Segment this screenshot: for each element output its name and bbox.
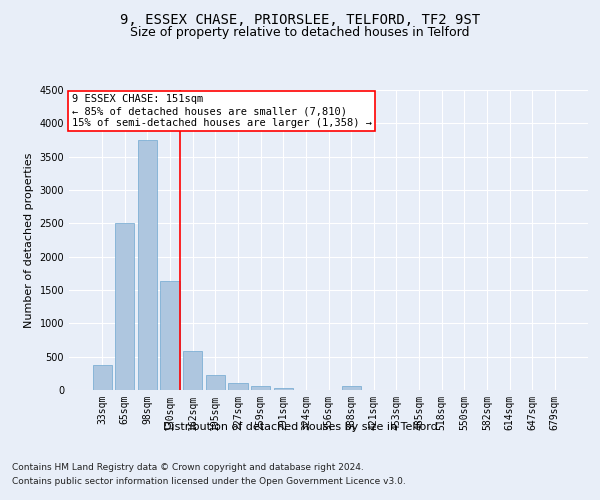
Bar bbox=[138, 140, 157, 390]
Bar bbox=[115, 224, 134, 390]
Text: 9 ESSEX CHASE: 151sqm
← 85% of detached houses are smaller (7,810)
15% of semi-d: 9 ESSEX CHASE: 151sqm ← 85% of detached … bbox=[71, 94, 371, 128]
Bar bbox=[229, 383, 248, 390]
Bar bbox=[274, 388, 293, 390]
Bar bbox=[160, 280, 180, 390]
Bar bbox=[92, 366, 112, 390]
Text: Size of property relative to detached houses in Telford: Size of property relative to detached ho… bbox=[130, 26, 470, 39]
Bar bbox=[341, 386, 361, 390]
Text: 9, ESSEX CHASE, PRIORSLEE, TELFORD, TF2 9ST: 9, ESSEX CHASE, PRIORSLEE, TELFORD, TF2 … bbox=[120, 12, 480, 26]
Text: Contains HM Land Registry data © Crown copyright and database right 2024.: Contains HM Land Registry data © Crown c… bbox=[12, 462, 364, 471]
Bar bbox=[206, 374, 225, 390]
Text: Distribution of detached houses by size in Telford: Distribution of detached houses by size … bbox=[163, 422, 437, 432]
Text: Contains public sector information licensed under the Open Government Licence v3: Contains public sector information licen… bbox=[12, 478, 406, 486]
Bar bbox=[183, 352, 202, 390]
Bar bbox=[251, 386, 270, 390]
Y-axis label: Number of detached properties: Number of detached properties bbox=[24, 152, 34, 328]
